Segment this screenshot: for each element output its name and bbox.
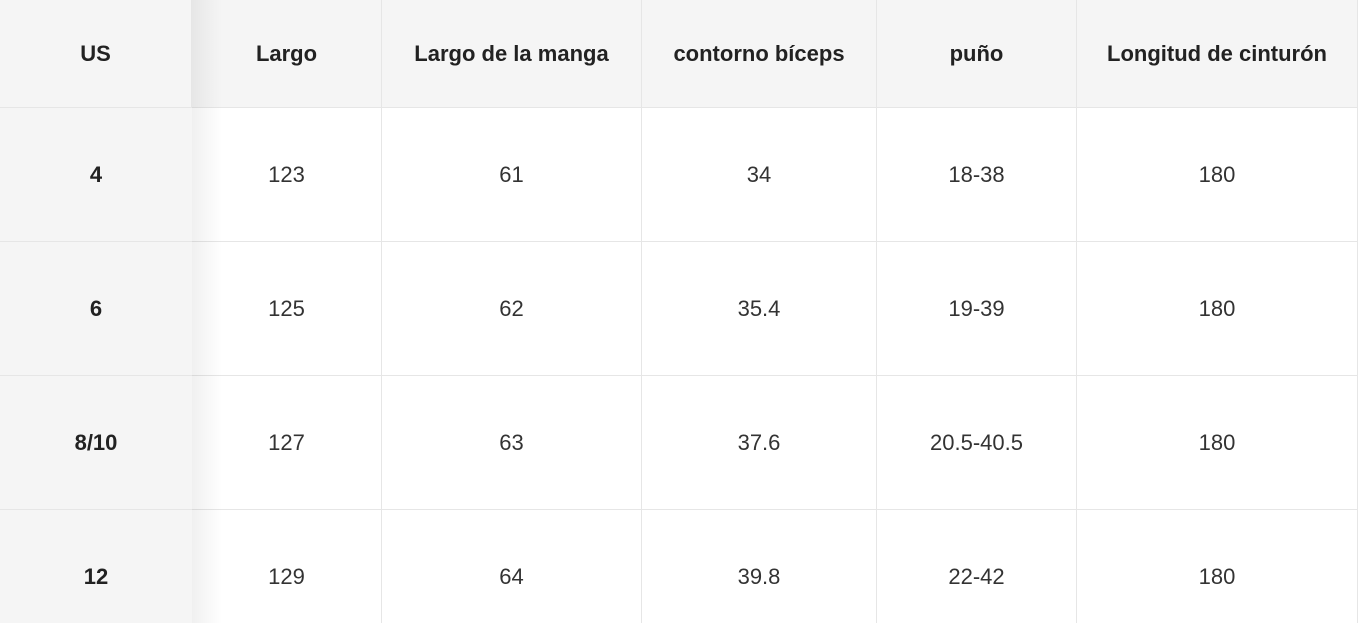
table-cell: 63: [382, 376, 642, 510]
header-cell: US: [0, 0, 192, 108]
table-cell: 19-39: [877, 242, 1077, 376]
table-cell: 64: [382, 510, 642, 623]
header-cell: contorno bíceps: [642, 0, 877, 108]
header-cell: puño: [877, 0, 1077, 108]
table-cell: 37.6: [642, 376, 877, 510]
table-cell: 35.4: [642, 242, 877, 376]
table-cell: 20.5-40.5: [877, 376, 1077, 510]
size-label: 12: [0, 510, 192, 623]
size-label: 4: [0, 108, 192, 242]
header-cell: Largo de la manga: [382, 0, 642, 108]
table-cell: 39.8: [642, 510, 877, 623]
table-cell: 180: [1077, 510, 1358, 623]
table-cell: 180: [1077, 242, 1358, 376]
header-cell: Longitud de cinturón: [1077, 0, 1358, 108]
table-cell: 180: [1077, 376, 1358, 510]
table-cell: 127: [192, 376, 382, 510]
table-cell: 129: [192, 510, 382, 623]
table-cell: 180: [1077, 108, 1358, 242]
table-cell: 61: [382, 108, 642, 242]
table-cell: 123: [192, 108, 382, 242]
header-cell: Largo: [192, 0, 382, 108]
table-cell: 34: [642, 108, 877, 242]
size-label: 8/10: [0, 376, 192, 510]
table-cell: 22-42: [877, 510, 1077, 623]
size-label: 6: [0, 242, 192, 376]
table-cell: 125: [192, 242, 382, 376]
table-cell: 18-38: [877, 108, 1077, 242]
table-cell: 62: [382, 242, 642, 376]
